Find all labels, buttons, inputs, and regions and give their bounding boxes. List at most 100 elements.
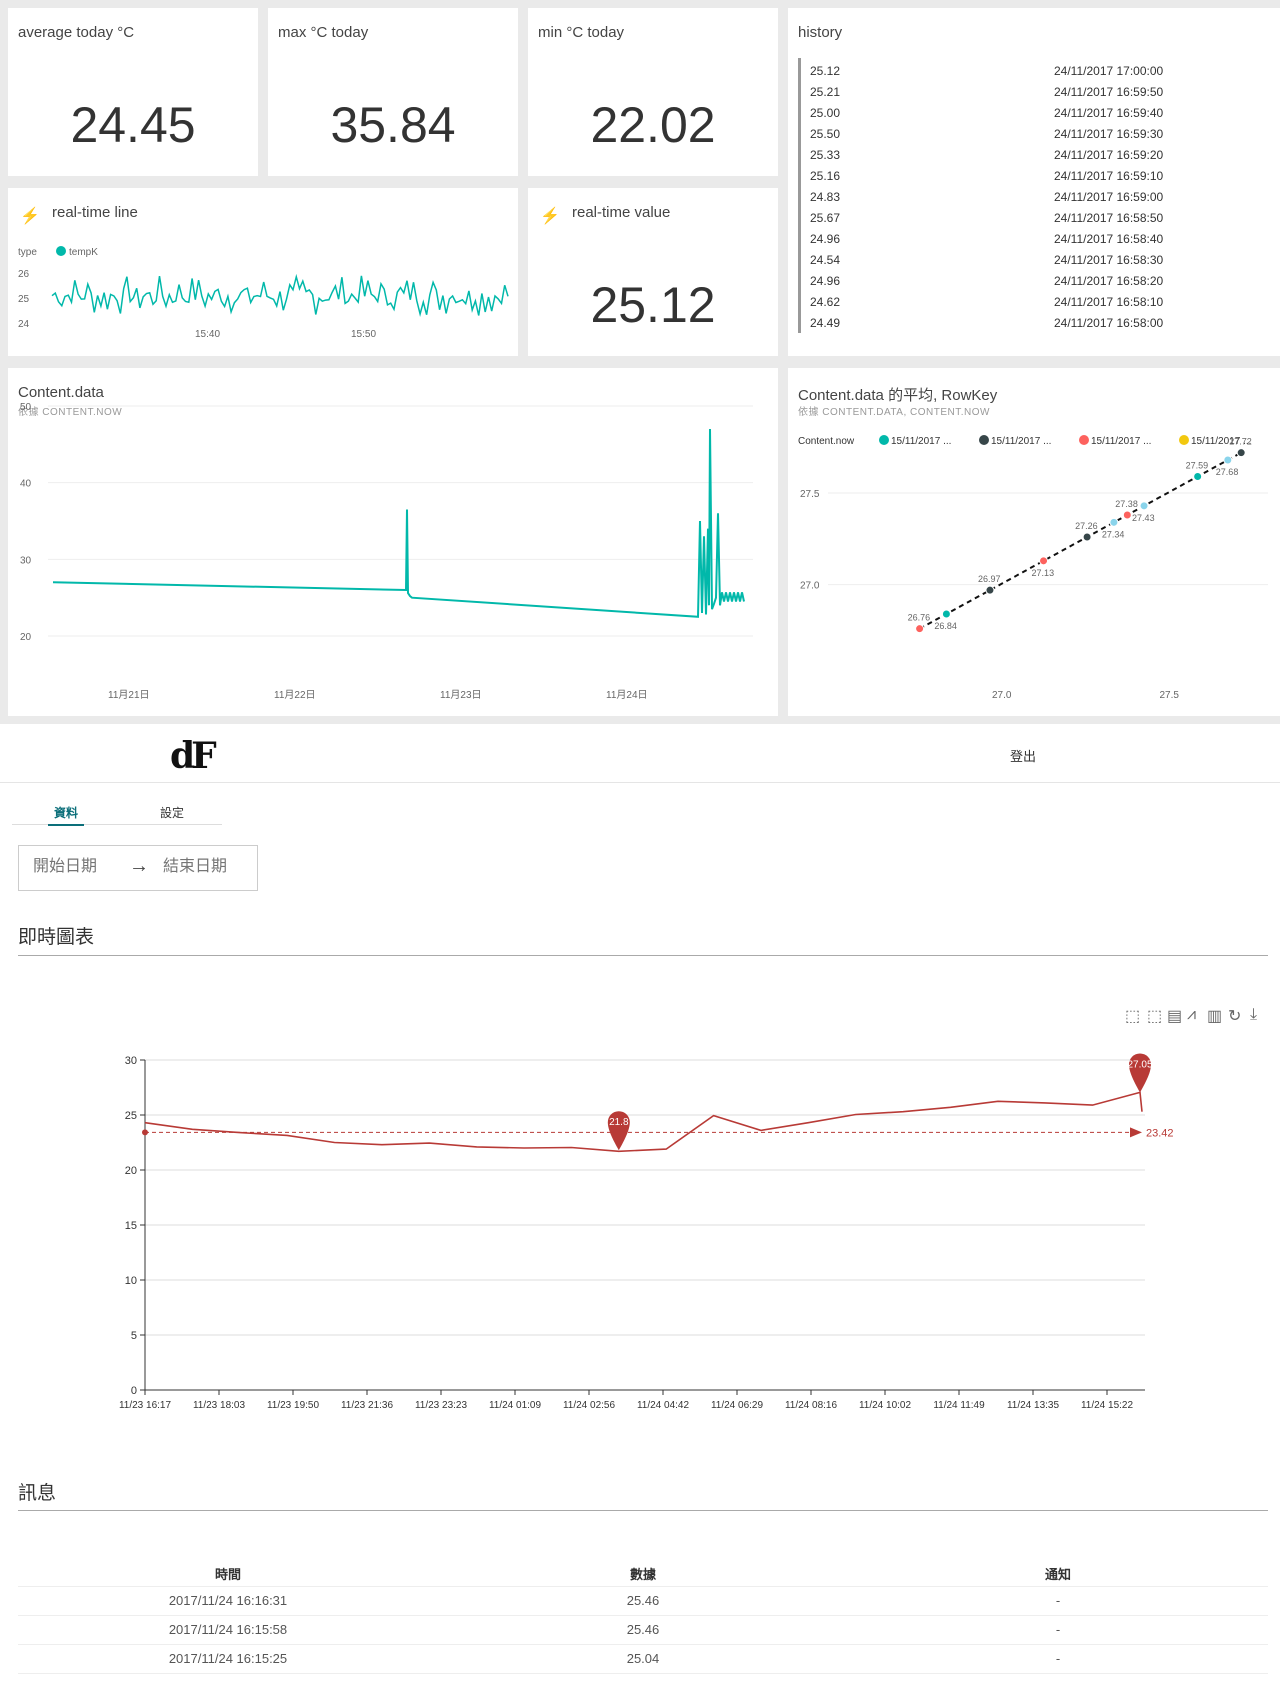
start-date-input[interactable] (31, 857, 115, 877)
tab-data[interactable]: 資料 (47, 806, 85, 826)
bar-chart-icon[interactable]: ▥ (1207, 1008, 1223, 1025)
scatter-point[interactable] (1109, 517, 1119, 527)
history-time: 24/11/2017 16:59:40 (1054, 106, 1164, 120)
history-time: 24/11/2017 16:59:50 (1054, 85, 1164, 99)
scatter-point[interactable] (1236, 448, 1246, 458)
column-header-data[interactable]: 數據 (629, 1567, 656, 1582)
scatter-point[interactable] (1082, 532, 1092, 542)
realtime-chart-title: 即時圖表 (18, 927, 95, 948)
x-tick: 11/24 02:56 (563, 1400, 616, 1411)
min-title: min °C today (538, 24, 625, 41)
history-row: 24.83 24/11/2017 16:59:00 (810, 190, 1180, 211)
scatter-point[interactable] (915, 624, 925, 634)
markpoint-pin[interactable] (1129, 1053, 1151, 1093)
x-tick: 27.0 (992, 690, 1012, 701)
history-time: 24/11/2017 16:58:50 (1054, 211, 1164, 225)
legend-series: tempK (69, 247, 98, 258)
scatter-point[interactable] (1039, 556, 1049, 566)
realtime-main-chart: 30 25 20 15 10 5 0 11/23 16:17 11/23 18:03 11/23 … (119, 1053, 1174, 1411)
table-row: 2017/11/24 16:15:25 25.04 - (18, 1645, 1268, 1674)
y-tick: 15 (125, 1220, 137, 1232)
history-row: 24.62 24/11/2017 16:58:10 (810, 295, 1180, 316)
markpoint-pin[interactable] (607, 1111, 630, 1151)
realtime-series-line (144, 1091, 1143, 1153)
max-title: max °C today (278, 24, 369, 41)
min-tile[interactable]: min °C today 22.02 (528, 8, 778, 176)
download-icon[interactable]: ⤓ (1250, 1006, 1258, 1023)
x-tick: 11月24日 (606, 689, 648, 701)
realtime-value-tile[interactable]: ⚡ real-time value 25.12 (528, 188, 778, 356)
history-row: 24.49 24/11/2017 16:58:00 (810, 316, 1180, 337)
content-title: Content.data (18, 384, 104, 401)
history-value: 24.54 (810, 253, 841, 267)
table-cell: 2017/11/24 16:15:25 (168, 1651, 288, 1666)
realtime-line-tile[interactable]: ⚡ real-time line type tempK 26 25 24 15:… (8, 188, 518, 356)
y-tick: 25 (125, 1110, 137, 1122)
realtime-value: 25.12 (590, 277, 716, 333)
scatter-point[interactable] (985, 585, 995, 595)
history-value: 24.62 (810, 295, 841, 309)
x-tick: 11/23 18:03 (193, 1400, 246, 1411)
x-tick: 11/24 04:42 (637, 1400, 690, 1411)
data-label: 27.13 (1032, 568, 1055, 578)
scatter-point[interactable] (1193, 472, 1203, 481)
x-tick: 11/24 10:02 (859, 1400, 912, 1411)
legend-dot (56, 246, 66, 256)
max-tile[interactable]: max °C today 35.84 (268, 8, 518, 176)
scatter-point[interactable] (1139, 501, 1149, 511)
x-tick: 11月22日 (274, 689, 316, 701)
history-time: 24/11/2017 16:58:20 (1054, 274, 1164, 288)
realtime-line-title: real-time line (52, 204, 138, 221)
divider (18, 1510, 1268, 1511)
history-tile[interactable]: history 25.12 24/11/2017 17:00:00 25.21 24/… (788, 8, 1280, 356)
scatter-point[interactable] (1122, 510, 1132, 520)
scatter-point[interactable] (1223, 455, 1233, 465)
table-cell: - (1055, 1593, 1061, 1608)
table-cell: 25.04 (626, 1651, 660, 1666)
history-title: history (798, 24, 843, 41)
scatter-tile[interactable]: Content.data 的平均, RowKey 依據 CONTENT.DATA… (788, 368, 1280, 716)
column-header-notify[interactable]: 通知 (1044, 1567, 1071, 1582)
history-scrollbar[interactable] (798, 58, 801, 333)
average-tile[interactable]: average today °C 24.45 (8, 8, 258, 176)
history-value: 24.96 (810, 274, 841, 288)
history-value: 24.83 (810, 190, 841, 204)
history-value: 24.96 (810, 232, 841, 246)
x-tick: 11月21日 (108, 689, 150, 701)
history-row: 24.96 24/11/2017 16:58:20 (810, 274, 1180, 295)
app-logo[interactable]: dF (170, 735, 217, 777)
legend-dot (879, 435, 889, 445)
zoom-reset-icon[interactable]: ⬚ (1147, 1008, 1163, 1025)
history-time: 24/11/2017 16:58:40 (1054, 232, 1164, 246)
x-tick: 11/24 11:49 (933, 1400, 985, 1411)
column-header-time[interactable]: 時間 (214, 1567, 241, 1582)
y-tick: 27.0 (800, 581, 820, 592)
legend-dot (979, 435, 989, 445)
data-view-icon[interactable]: ▤ (1167, 1008, 1183, 1025)
app-header (0, 726, 1280, 783)
y-tick: 30 (125, 1055, 137, 1067)
x-tick: 11/24 01:09 (489, 1400, 542, 1411)
line-chart-icon[interactable]: ⩘ (1187, 1006, 1197, 1023)
y-tick: 5 (131, 1330, 137, 1342)
history-value: 25.16 (810, 169, 841, 183)
scatter-point[interactable] (941, 609, 951, 619)
markpoint-label: 21.8 (609, 1117, 629, 1128)
y-tick: 10 (125, 1275, 137, 1287)
x-tick: 11/23 16:17 (119, 1400, 172, 1411)
refresh-icon[interactable]: ↻ (1228, 1008, 1242, 1025)
history-row: 25.67 24/11/2017 16:58:50 (810, 211, 1180, 232)
end-date-input[interactable] (161, 857, 245, 877)
realtime-value-title: real-time value (572, 204, 671, 221)
zoom-icon[interactable]: ⬚ (1125, 1008, 1141, 1025)
tab-settings[interactable]: 設定 (160, 806, 185, 820)
x-tick: 11/23 19:50 (267, 1400, 320, 1411)
logout-link[interactable]: 登出 (1010, 749, 1037, 764)
date-range-picker[interactable]: → (18, 845, 258, 891)
content-data-tile[interactable]: Content.data 依據 CONTENT.NOW 50 40 30 20 11月2… (8, 368, 778, 716)
messages-table: 時間 數據 通知 2017/11/24 16:16:31 25.46- 2017/1… (18, 1558, 1268, 1674)
table-row: 2017/11/24 16:16:31 25.46 - (18, 1587, 1268, 1616)
x-tick: 27.5 (1160, 690, 1180, 701)
data-label: 27.72 (1229, 437, 1252, 447)
markline-label: 23.42 (1146, 1127, 1174, 1139)
